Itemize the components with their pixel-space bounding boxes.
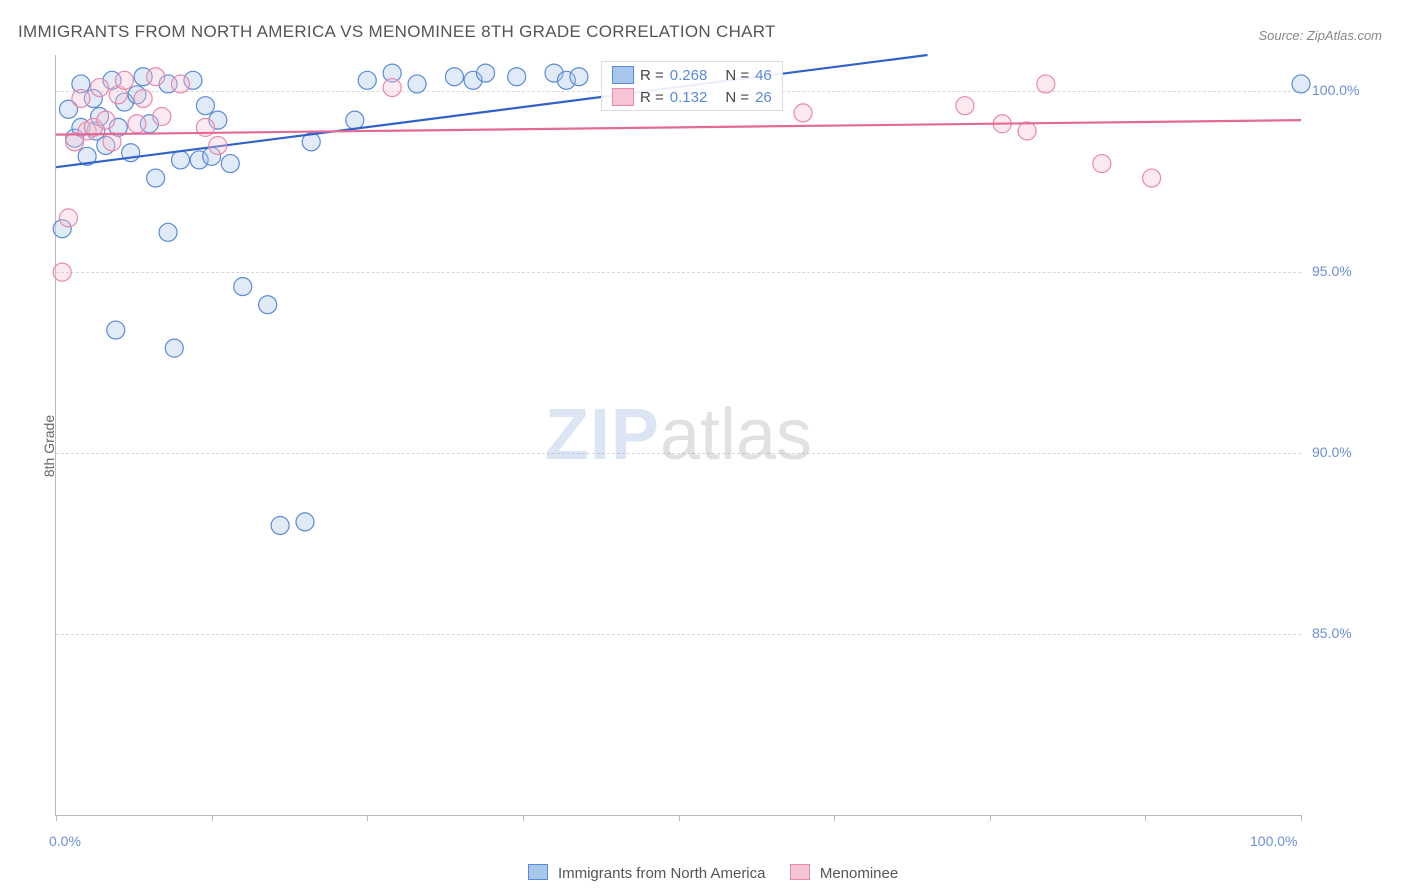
legend-r-label-2: R =: [640, 89, 664, 106]
ytick-label: 90.0%: [1312, 444, 1352, 460]
data-point: [508, 68, 526, 86]
data-point: [115, 71, 133, 89]
xtick: [1145, 815, 1146, 821]
xtick: [56, 815, 57, 821]
ytick-label: 95.0%: [1312, 263, 1352, 279]
legend-n-label-2: N =: [725, 89, 749, 106]
data-point: [1143, 169, 1161, 187]
data-point: [172, 151, 190, 169]
legend-row-series1: R = 0.268 N = 46: [602, 64, 782, 86]
data-point: [234, 278, 252, 296]
xtick: [990, 815, 991, 821]
data-point: [221, 155, 239, 173]
data-point: [172, 75, 190, 93]
trend-line: [56, 120, 1301, 134]
chart-title: IMMIGRANTS FROM NORTH AMERICA VS MENOMIN…: [18, 22, 776, 42]
xtick: [834, 815, 835, 821]
legend-swatch-series1: [612, 66, 634, 84]
data-point: [103, 133, 121, 151]
data-point: [1037, 75, 1055, 93]
xtick: [367, 815, 368, 821]
xtick-label: 100.0%: [1250, 833, 1297, 849]
data-point: [134, 89, 152, 107]
data-point: [477, 64, 495, 82]
data-point: [159, 223, 177, 241]
legend-n-label-1: N =: [725, 67, 749, 84]
data-point: [1093, 155, 1111, 173]
data-point: [445, 68, 463, 86]
data-point: [956, 97, 974, 115]
source-label: Source: ZipAtlas.com: [1258, 28, 1382, 43]
legend-r-value-2: 0.132: [670, 89, 708, 106]
data-point: [97, 111, 115, 129]
legend-swatch-series2: [612, 88, 634, 106]
legend-n-value-1: 46: [755, 67, 772, 84]
ytick-label: 85.0%: [1312, 625, 1352, 641]
data-point: [1292, 75, 1310, 93]
data-point: [259, 296, 277, 314]
bottom-legend-label-2: Menominee: [820, 865, 898, 882]
legend-n-value-2: 26: [755, 89, 772, 106]
legend-r-label-1: R =: [640, 67, 664, 84]
bottom-swatch-series1: [528, 864, 548, 880]
data-point: [271, 516, 289, 534]
data-point: [165, 339, 183, 357]
ytick-label: 100.0%: [1312, 82, 1359, 98]
data-point: [91, 79, 109, 97]
data-point: [107, 321, 125, 339]
xtick: [679, 815, 680, 821]
data-point: [153, 108, 171, 126]
data-point: [296, 513, 314, 531]
data-point: [794, 104, 812, 122]
data-point: [209, 136, 227, 154]
xtick-label: 0.0%: [49, 833, 81, 849]
data-point: [346, 111, 364, 129]
data-point: [570, 68, 588, 86]
xtick: [523, 815, 524, 821]
data-point: [59, 209, 77, 227]
xtick: [1301, 815, 1302, 821]
data-point: [147, 169, 165, 187]
bottom-swatch-series2: [790, 864, 810, 880]
bottom-legend: Immigrants from North America Menominee: [0, 864, 1406, 882]
data-point: [196, 97, 214, 115]
bottom-legend-label-1: Immigrants from North America: [558, 865, 766, 882]
data-point: [53, 263, 71, 281]
legend-r-value-1: 0.268: [670, 67, 708, 84]
data-point: [408, 75, 426, 93]
xtick: [212, 815, 213, 821]
data-point: [383, 79, 401, 97]
data-point: [128, 115, 146, 133]
chart-svg: [56, 55, 1301, 815]
data-point: [147, 68, 165, 86]
data-point: [1018, 122, 1036, 140]
plot-area: ZIPatlas R = 0.268 N = 46 R = 0.132 N = …: [55, 55, 1301, 816]
legend-row-series2: R = 0.132 N = 26: [602, 86, 782, 108]
data-point: [72, 89, 90, 107]
data-point: [358, 71, 376, 89]
correlation-legend: R = 0.268 N = 46 R = 0.132 N = 26: [601, 61, 783, 111]
